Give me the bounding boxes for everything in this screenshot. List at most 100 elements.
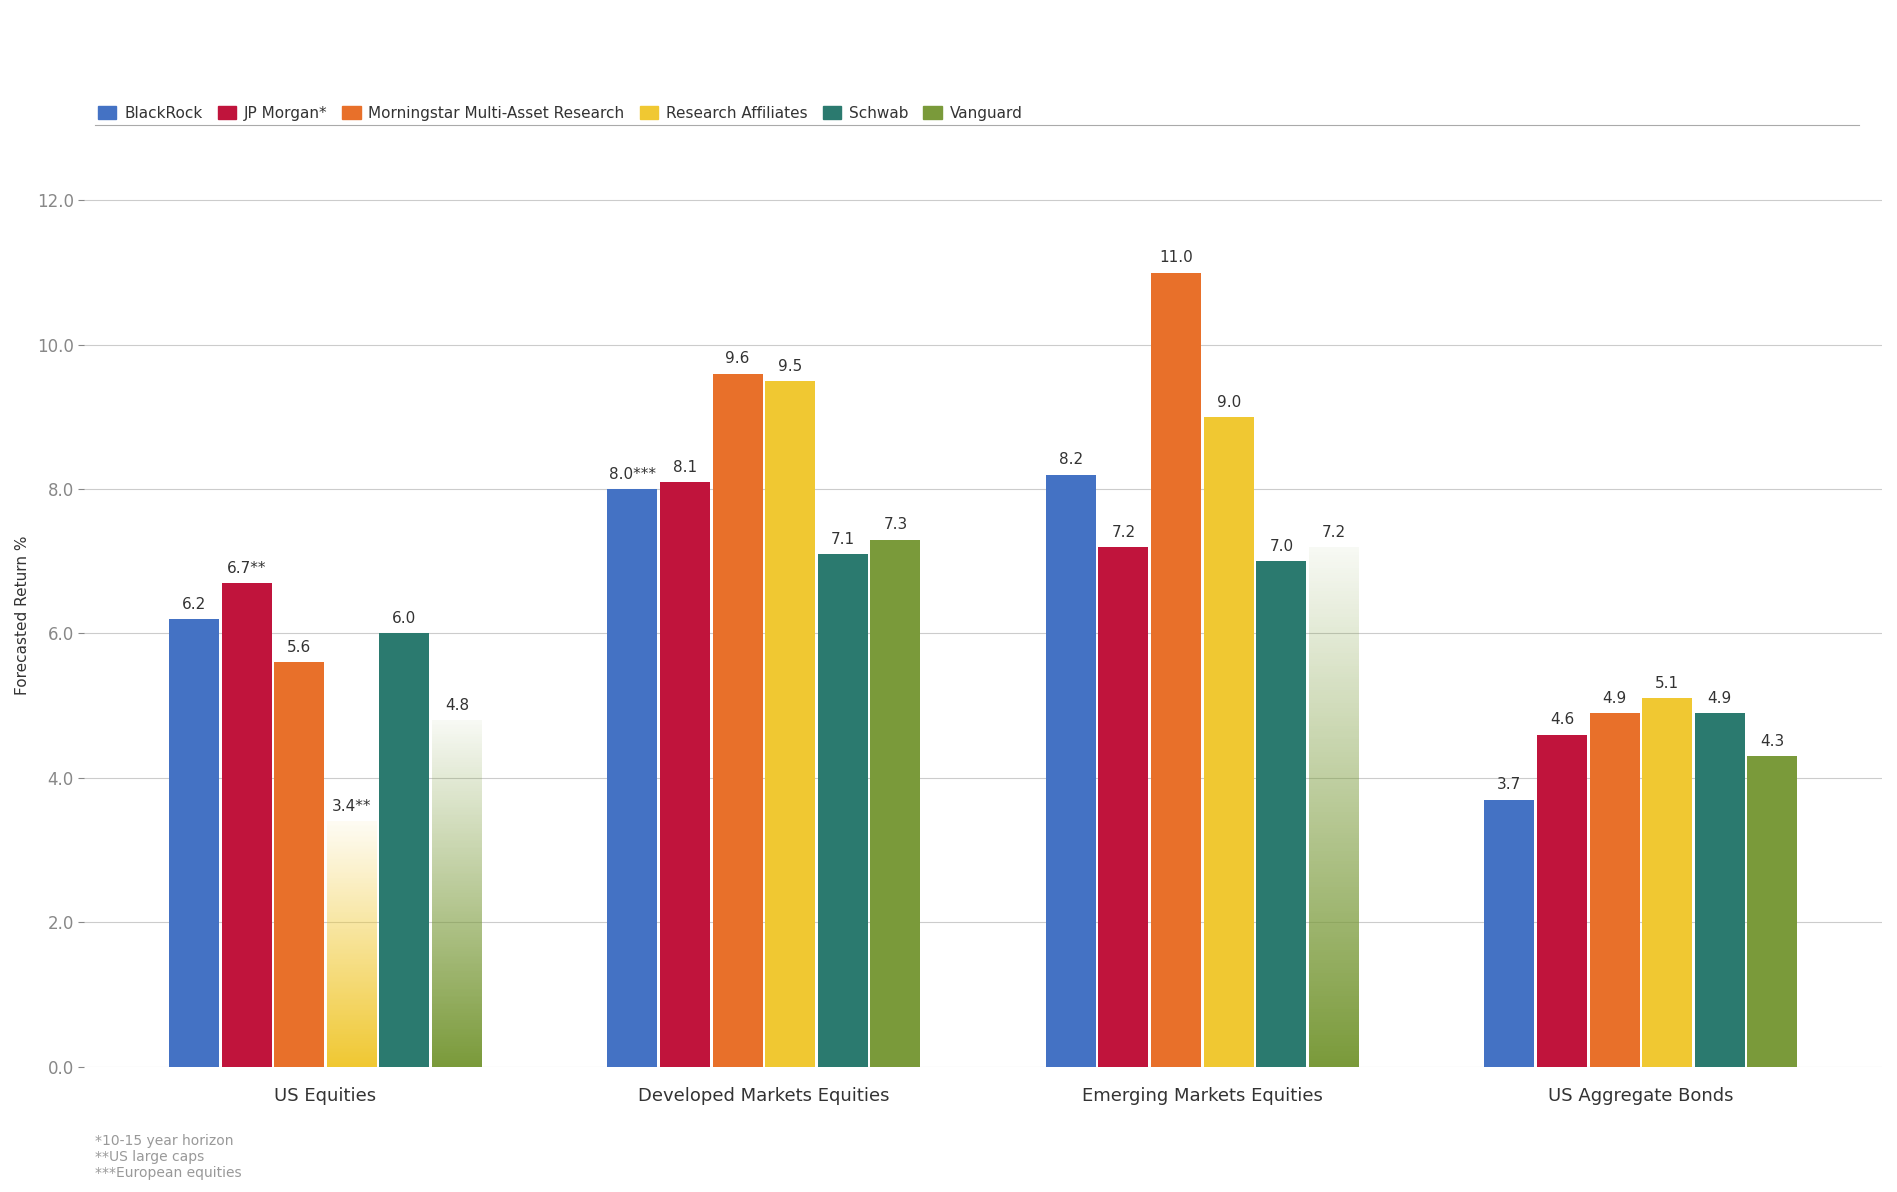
Bar [433, 980, 482, 982]
Bar [1309, 898, 1358, 900]
Bar [433, 1056, 482, 1058]
Bar [433, 827, 482, 830]
Bar [326, 821, 378, 822]
Bar [1309, 573, 1358, 576]
Bar [1309, 913, 1358, 915]
Bar [433, 1049, 482, 1051]
Bar [1309, 970, 1358, 973]
Bar [326, 923, 378, 924]
Bar [326, 879, 378, 880]
Text: 7.0: 7.0 [1269, 539, 1294, 554]
Bar [433, 762, 482, 763]
Bar [1309, 874, 1358, 877]
Bar [433, 751, 482, 753]
Bar [1309, 926, 1358, 929]
Bar [433, 994, 482, 995]
Bar [433, 1006, 482, 1007]
Bar [1747, 756, 1796, 1067]
Bar [433, 890, 482, 892]
Bar [433, 720, 482, 722]
Bar [1309, 869, 1358, 871]
Bar [326, 855, 378, 856]
Bar [433, 801, 482, 803]
Bar [433, 758, 482, 760]
Bar [1309, 760, 1358, 763]
Bar [1309, 752, 1358, 755]
Bar [1309, 695, 1358, 697]
Bar [433, 722, 482, 724]
Bar [326, 1051, 378, 1054]
Bar [326, 1038, 378, 1039]
Bar [433, 1005, 482, 1006]
Bar [326, 991, 378, 992]
Bar [433, 760, 482, 762]
Bar [326, 1024, 378, 1025]
Bar [433, 1051, 482, 1053]
Bar [433, 967, 482, 968]
Bar [326, 980, 378, 981]
Bar [433, 793, 482, 795]
Bar [1309, 726, 1358, 728]
Bar [433, 789, 482, 791]
Bar [326, 1012, 378, 1013]
Text: 8.1: 8.1 [673, 460, 696, 474]
Bar [326, 997, 378, 998]
Bar [433, 930, 482, 931]
Bar [433, 961, 482, 963]
Bar [433, 871, 482, 873]
Bar [433, 852, 482, 853]
Bar [326, 1043, 378, 1044]
Bar [1309, 627, 1358, 631]
Bar [1309, 713, 1358, 715]
Bar [1309, 957, 1358, 960]
Bar [1309, 979, 1358, 981]
Bar [326, 895, 378, 896]
Bar [1309, 966, 1358, 968]
Bar [1309, 563, 1358, 565]
Bar [1309, 611, 1358, 614]
Bar [326, 892, 378, 893]
Bar [433, 769, 482, 770]
Bar [1309, 809, 1358, 812]
Bar [433, 1018, 482, 1020]
Bar [1590, 713, 1639, 1067]
Bar [1643, 699, 1692, 1067]
Bar [433, 969, 482, 971]
Bar [433, 853, 482, 856]
Bar [326, 1058, 378, 1060]
Bar [326, 920, 378, 921]
Text: 3.7: 3.7 [1497, 777, 1521, 793]
Bar [1205, 417, 1254, 1067]
Bar [433, 881, 482, 883]
Text: 7.2: 7.2 [1112, 524, 1136, 540]
Bar [326, 982, 378, 983]
Bar [1309, 602, 1358, 604]
Bar [433, 772, 482, 774]
Bar [1309, 781, 1358, 783]
Bar [433, 950, 482, 952]
Bar [1309, 552, 1358, 554]
Bar [433, 1061, 482, 1063]
Bar [326, 924, 378, 925]
Bar [326, 938, 378, 939]
Bar [433, 800, 482, 801]
Bar [326, 914, 378, 915]
Text: 3.4**: 3.4** [332, 799, 372, 814]
Bar [326, 955, 378, 956]
Bar [326, 867, 378, 868]
Bar [326, 930, 378, 931]
Bar [433, 902, 482, 904]
Bar [326, 946, 378, 948]
Bar [871, 540, 920, 1067]
Bar [326, 905, 378, 906]
Bar [1309, 640, 1358, 642]
Bar [326, 871, 378, 873]
Bar [1309, 937, 1358, 939]
Bar [326, 949, 378, 950]
Bar [379, 633, 429, 1067]
Bar [326, 973, 378, 974]
Bar [433, 796, 482, 799]
Bar [326, 1049, 378, 1050]
Bar [433, 999, 482, 1001]
Bar [433, 774, 482, 776]
